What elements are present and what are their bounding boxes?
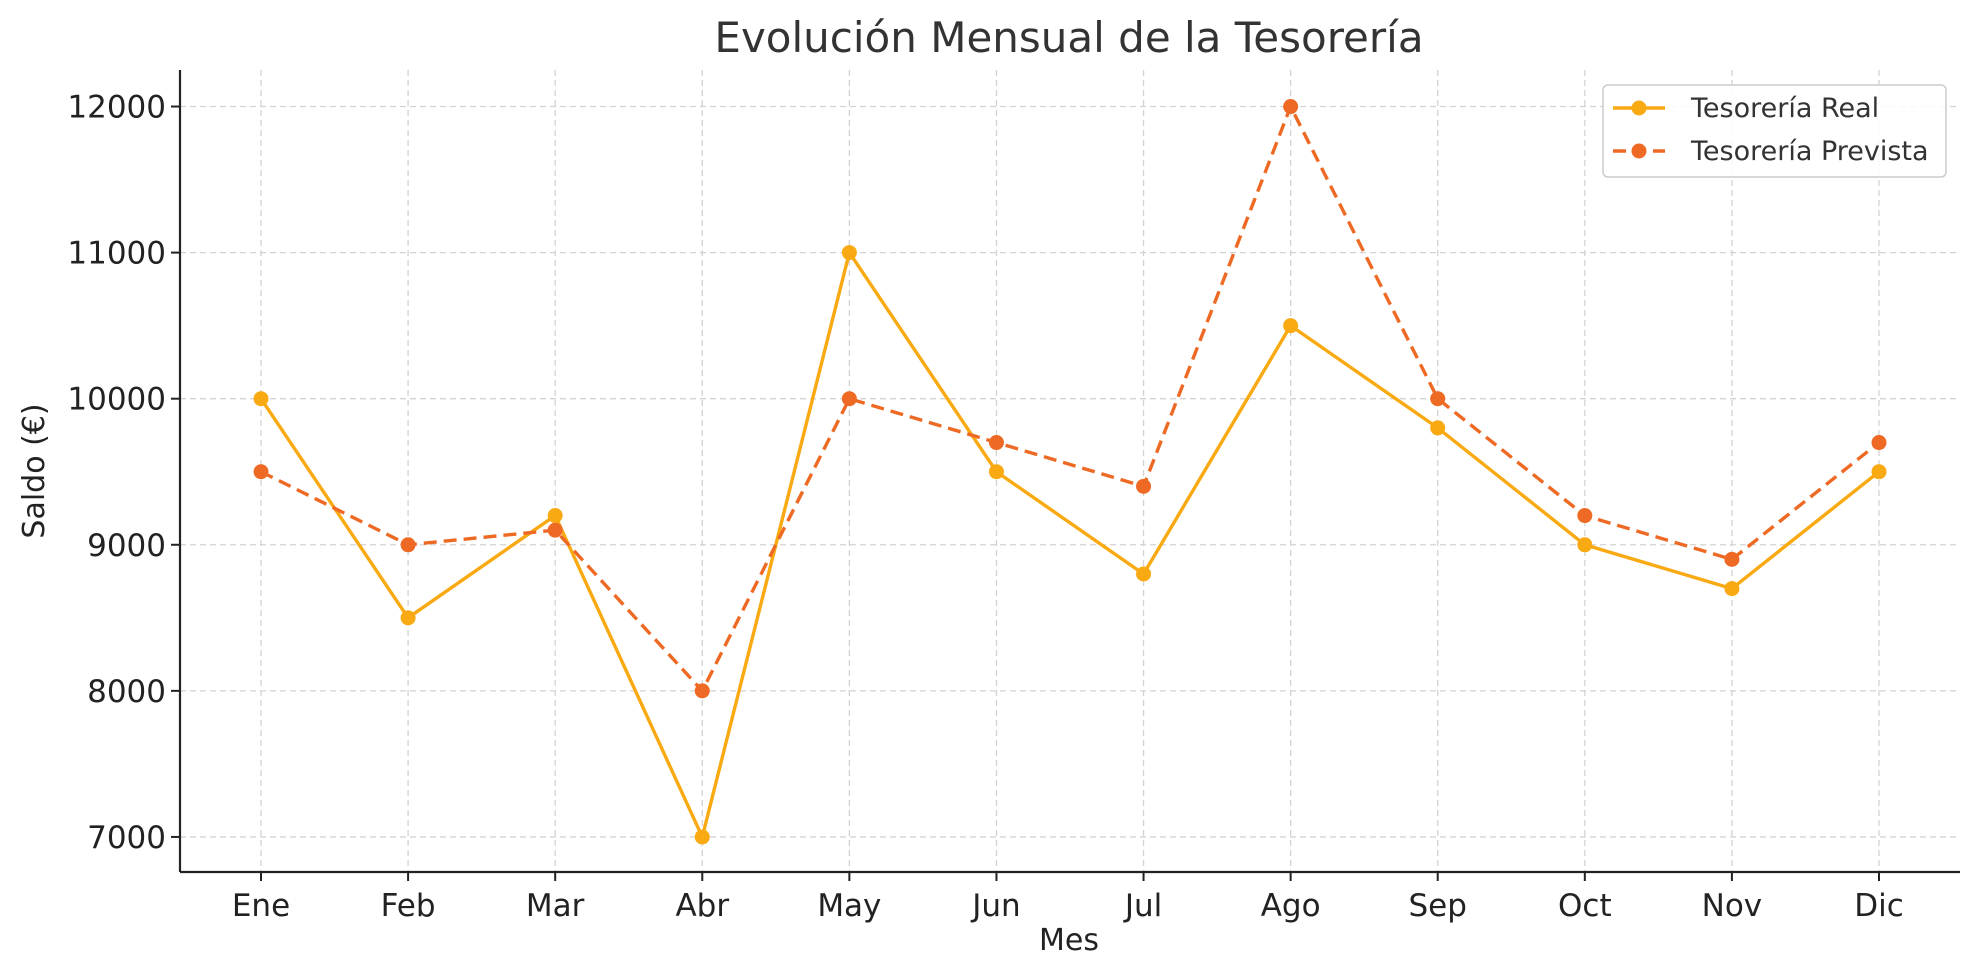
x-tick-label: Ago [1261,888,1321,924]
data-point [1871,435,1887,451]
series [253,99,1887,845]
data-point [988,435,1004,451]
y-tick-label: 8000 [87,674,166,710]
x-tick-label: Jul [1123,888,1162,924]
series-line [260,104,1881,693]
y-tick-label: 7000 [87,820,166,856]
data-point [253,464,269,480]
series-group [253,99,1887,699]
data-point [547,508,563,524]
data-point [1577,537,1593,553]
x-tick-label: May [817,888,881,924]
data-point [1283,318,1299,334]
x-tick-label: Dic [1854,888,1904,924]
data-point [547,522,563,538]
legend-swatch-marker [1631,143,1647,159]
data-point [1577,508,1593,524]
data-point [988,464,1004,480]
grid [180,70,1960,872]
legend-box [1602,84,1947,178]
y-axis-label: Saldo (€) [17,403,52,538]
legend-label: Tesorería Prevista [1690,136,1929,167]
legend: Tesorería Real Tesorería Prevista [1602,84,1947,178]
data-point [1724,551,1740,567]
data-point [1136,478,1152,494]
data-point [694,683,710,699]
data-point [1283,99,1299,115]
chart-title: Evolución Mensual de la Tesorería [714,13,1423,62]
x-tick-label: Abr [675,888,729,924]
y-tick-label: 9000 [87,528,166,564]
data-point [1430,420,1446,436]
x-tick-label: Mar [526,888,585,924]
legend-item: Tesorería Prevista [1613,136,1929,167]
data-point [1871,464,1887,480]
legend-entries: Tesorería Real Tesorería Prevista [1613,93,1929,167]
data-point [400,610,416,626]
x-tick-label: Sep [1409,888,1467,924]
y-tick-label: 12000 [67,90,166,126]
legend-item: Tesorería Real [1613,93,1879,124]
data-point [694,829,710,845]
data-point [1430,391,1446,407]
y-tick-label: 11000 [67,236,166,272]
data-point [841,245,857,261]
data-point [841,391,857,407]
x-ticks: Ene Feb Mar Abr May Jun Jul Ago Sep Oct Nov Dic [232,872,1904,924]
legend-label: Tesorería Real [1690,93,1879,124]
x-tick-label: Nov [1702,888,1763,924]
data-point [400,537,416,553]
y-tick-label: 10000 [67,382,166,418]
x-axis-label: Mes [1039,923,1099,958]
x-tick-label: Jun [970,888,1020,924]
data-point [1136,566,1152,582]
x-tick-label: Ene [232,888,290,924]
axes [178,70,1960,874]
y-ticks: 7000 8000 9000 10000 11000 12000 [67,90,180,856]
x-tick-label: Feb [381,888,436,924]
legend-swatch-marker [1631,100,1647,116]
x-tick-label: Oct [1558,888,1612,924]
data-point [253,391,269,407]
data-point [1724,581,1740,597]
